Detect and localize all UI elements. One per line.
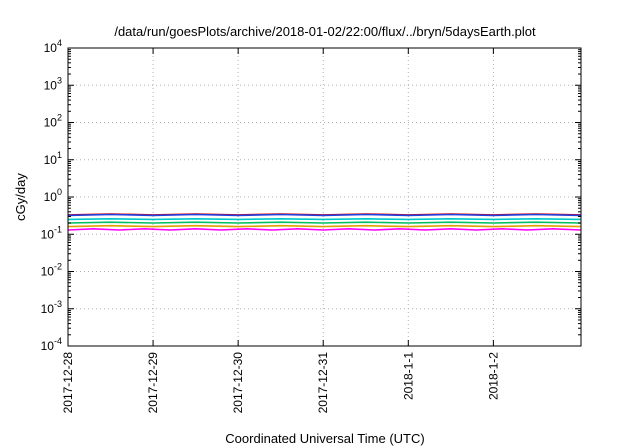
y-tick-label: 10-4 [41,336,62,353]
series-line-3 [67,221,582,224]
x-tick-label: 2018-1-1 [401,352,415,400]
x-tick-label: 2017-12-31 [316,352,330,414]
y-tick-label: 103 [44,75,62,92]
series-line-2 [67,224,582,228]
series-line-6 [67,213,582,217]
y-tick-exponent: 2 [57,113,62,123]
series-line-1 [67,227,582,231]
chart-title: /data/run/goesPlots/archive/2018-01-02/2… [114,24,536,39]
y-tick-label: 100 [44,187,62,204]
y-tick-exponent: 0 [57,187,62,197]
x-tick-label: 2017-12-30 [231,352,245,414]
y-tick-exponent: -4 [54,336,62,346]
y-tick-exponent: -2 [54,262,62,272]
x-tick-label: 2017-12-28 [61,352,75,414]
y-tick-label: 102 [44,113,62,130]
series-group [67,213,582,231]
grid [67,48,581,346]
y-axis-label: cGy/day [13,173,28,221]
y-tick-exponent: 1 [57,150,62,160]
y-tick-label: 104 [44,38,62,55]
y-tick-exponent: -1 [54,224,62,234]
y-tick-exponent: -3 [54,299,62,309]
y-tick-exponent: 4 [57,38,62,48]
x-tick-label: 2018-1-2 [486,352,500,400]
y-tick-label: 10-1 [41,224,62,241]
x-axis-label: Coordinated Universal Time (UTC) [225,431,424,446]
x-tick-label: 2017-12-29 [146,352,160,414]
y-tick-label: 101 [44,150,62,167]
y-tick-exponent: 3 [57,75,62,85]
series-line-4 [67,217,582,221]
x-axis: 2017-12-28 2017-12-29 2017-12-30 2017-12-31… [61,48,500,413]
y-tick-label: 10-3 [41,299,62,316]
y-tick-label: 10-2 [41,262,62,279]
